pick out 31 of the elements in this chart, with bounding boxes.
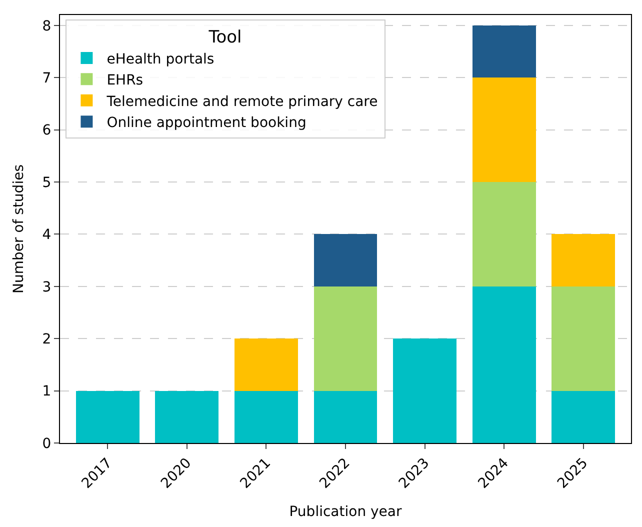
bar	[472, 25, 536, 78]
bar	[393, 338, 457, 443]
y-tick-label: 7	[42, 70, 52, 87]
bar	[472, 286, 536, 443]
y-tick-label: 0	[42, 436, 52, 452]
bar	[472, 182, 536, 286]
bar	[314, 286, 378, 391]
y-axis-title: Number of studies	[10, 164, 27, 294]
bar	[472, 78, 536, 182]
y-tick-label: 3	[42, 279, 52, 296]
legend-label: Online appointment booking	[106, 115, 306, 132]
bar	[552, 390, 616, 443]
bar	[314, 234, 378, 286]
bar	[552, 286, 616, 391]
legend-label: eHealth portals	[106, 51, 214, 68]
legend-title: Tool	[208, 27, 242, 48]
y-tick-label: 4	[42, 227, 52, 244]
bar	[234, 390, 298, 443]
y-tick-label: 1	[42, 384, 52, 400]
y-tick-label: 6	[42, 122, 52, 139]
x-axis-title: Publication year	[289, 504, 402, 520]
legend-label: EHRs	[106, 72, 144, 89]
legend-label: Telemedicine and remote primary care	[106, 94, 378, 110]
bar	[234, 338, 298, 391]
bar	[552, 234, 616, 286]
bar	[314, 390, 378, 443]
y-tick-label: 5	[42, 174, 52, 191]
y-tick-label: 8	[42, 18, 52, 34]
y-tick-label: 2	[42, 332, 52, 348]
bar	[76, 390, 140, 443]
bar	[155, 390, 219, 443]
